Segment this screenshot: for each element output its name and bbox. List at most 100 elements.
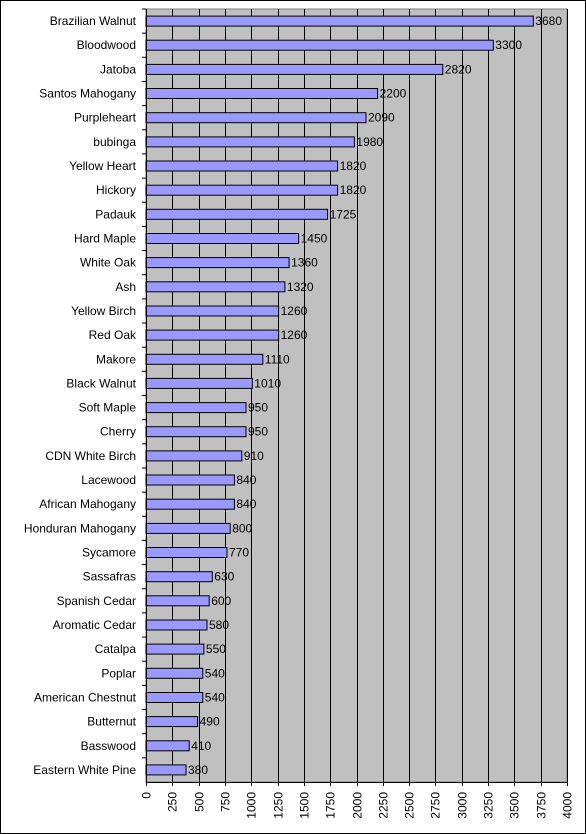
bar [145, 474, 235, 486]
category-label: Red Oak [89, 328, 137, 342]
bar [145, 716, 199, 728]
x-tick-label: 3000 [456, 792, 470, 819]
category-label: Butternut [87, 715, 136, 729]
x-tick-label: 4000 [561, 792, 575, 819]
category-label: Jatoba [100, 62, 136, 76]
category-label: Lacewood [81, 473, 136, 487]
value-label: 840 [236, 473, 256, 487]
x-tick-label: 250 [166, 792, 180, 812]
bar [145, 233, 300, 244]
x-tick-label: 1000 [245, 792, 259, 819]
value-label: 2090 [368, 111, 395, 125]
bar [145, 329, 280, 341]
bar [145, 208, 329, 220]
bar [145, 88, 379, 99]
bar [145, 426, 247, 438]
x-tick-label: 1250 [272, 792, 286, 819]
category-label: Black Walnut [66, 376, 136, 390]
bar [145, 643, 205, 655]
value-label: 410 [191, 739, 211, 753]
category-label: Purpleheart [74, 111, 137, 125]
bar [145, 281, 286, 293]
bar [145, 160, 339, 172]
category-label: Catalpa [95, 642, 137, 656]
bar [145, 692, 204, 703]
value-label: 800 [232, 521, 252, 535]
category-labels: Brazilian Walnut Bloodwood Jatoba Santos Ma… [24, 8, 146, 777]
category-label: Soft Maple [79, 401, 137, 415]
bar [145, 112, 367, 124]
category-label: Poplar [101, 666, 136, 680]
value-label: 540 [205, 666, 225, 680]
category-label: Cherry [100, 425, 136, 439]
bar [145, 498, 235, 510]
value-label: 1010 [254, 376, 281, 390]
category-label: Ash [115, 280, 136, 294]
category-label: Padauk [95, 207, 137, 221]
value-label: 1260 [281, 328, 308, 342]
category-label: Hard Maple [74, 232, 136, 246]
bar [145, 257, 290, 269]
bar [145, 740, 190, 752]
bar [145, 63, 444, 75]
x-tick-label: 1500 [298, 792, 312, 819]
bar [145, 184, 339, 196]
bar [145, 377, 253, 389]
x-tick-label: 2000 [351, 792, 365, 819]
category-label: Yellow Birch [71, 304, 136, 318]
category-label: American Chestnut [34, 691, 137, 705]
bar [145, 450, 243, 462]
category-label: Honduran Mahogany [24, 521, 136, 535]
bars [145, 15, 534, 776]
category-label: bubinga [93, 135, 136, 149]
value-label: 3300 [495, 38, 522, 52]
bar [145, 136, 355, 148]
bar [145, 353, 264, 365]
value-label: 1260 [281, 304, 308, 318]
value-label: 1450 [301, 232, 328, 246]
x-tick-label: 3500 [508, 792, 522, 819]
x-tick-label: 500 [193, 792, 207, 812]
bar [145, 571, 213, 583]
value-label: 1110 [265, 352, 290, 366]
value-label: 550 [206, 642, 226, 656]
x-tick-label: 1750 [324, 792, 338, 819]
bar [145, 619, 208, 631]
value-label: 490 [200, 715, 220, 729]
category-label: Makore [96, 352, 136, 366]
x-tick-label: 2750 [429, 792, 443, 819]
value-label: 2820 [445, 62, 472, 76]
bar [145, 595, 210, 607]
category-label: CDN White Birch [45, 449, 136, 463]
bar [145, 15, 534, 27]
value-label: 630 [214, 570, 234, 584]
value-label: 3680 [535, 14, 562, 28]
category-label: Sycamore [82, 546, 136, 560]
value-label: 1320 [287, 280, 314, 294]
x-tick-labels: 0 250 500 750 1000 1250 1500 1750 2000 2250 2500 27… [140, 782, 575, 819]
bar [145, 402, 247, 414]
category-label: Aromatic Cedar [53, 618, 136, 632]
value-label: 580 [209, 618, 229, 632]
bar [145, 764, 187, 776]
value-label: 380 [188, 763, 208, 777]
category-label: Spanish Cedar [57, 594, 136, 608]
bar [145, 667, 204, 679]
category-label: Eastern White Pine [33, 763, 136, 777]
value-label: 770 [229, 546, 249, 560]
x-tick-label: 750 [219, 792, 233, 812]
category-label: Hickory [96, 183, 136, 197]
category-label: African Mahogany [39, 497, 136, 511]
x-tick-label: 2250 [377, 792, 391, 819]
value-label: 2200 [380, 87, 407, 101]
value-label: 1360 [291, 256, 318, 270]
category-label: Basswood [81, 739, 136, 753]
category-label: Santos Mahogany [39, 87, 136, 101]
value-label: 950 [248, 401, 268, 415]
value-labels: 3680 3300 2820 2200 2090 1980 1820 1820 17251450… [188, 14, 562, 777]
value-label: 950 [248, 425, 268, 439]
bar [145, 547, 228, 558]
bar [145, 522, 231, 534]
